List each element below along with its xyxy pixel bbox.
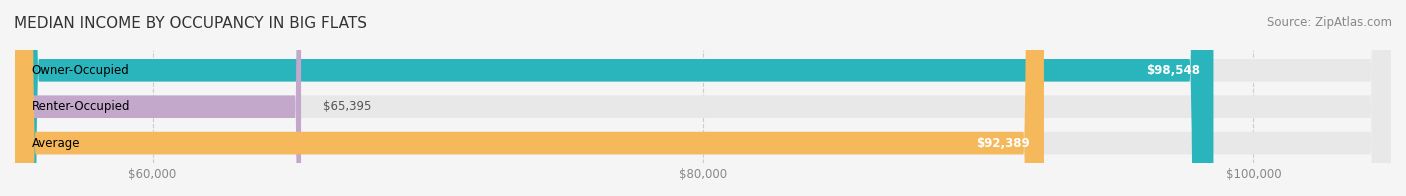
Text: Average: Average [31,137,80,150]
Text: Source: ZipAtlas.com: Source: ZipAtlas.com [1267,16,1392,29]
FancyBboxPatch shape [15,0,1391,196]
FancyBboxPatch shape [15,0,301,196]
FancyBboxPatch shape [15,0,1043,196]
Text: $65,395: $65,395 [323,100,371,113]
FancyBboxPatch shape [15,0,1391,196]
Text: $98,548: $98,548 [1146,64,1199,77]
FancyBboxPatch shape [15,0,1213,196]
FancyBboxPatch shape [15,0,1391,196]
Text: Renter-Occupied: Renter-Occupied [31,100,129,113]
Text: Owner-Occupied: Owner-Occupied [31,64,129,77]
Text: MEDIAN INCOME BY OCCUPANCY IN BIG FLATS: MEDIAN INCOME BY OCCUPANCY IN BIG FLATS [14,16,367,31]
Text: $92,389: $92,389 [976,137,1031,150]
